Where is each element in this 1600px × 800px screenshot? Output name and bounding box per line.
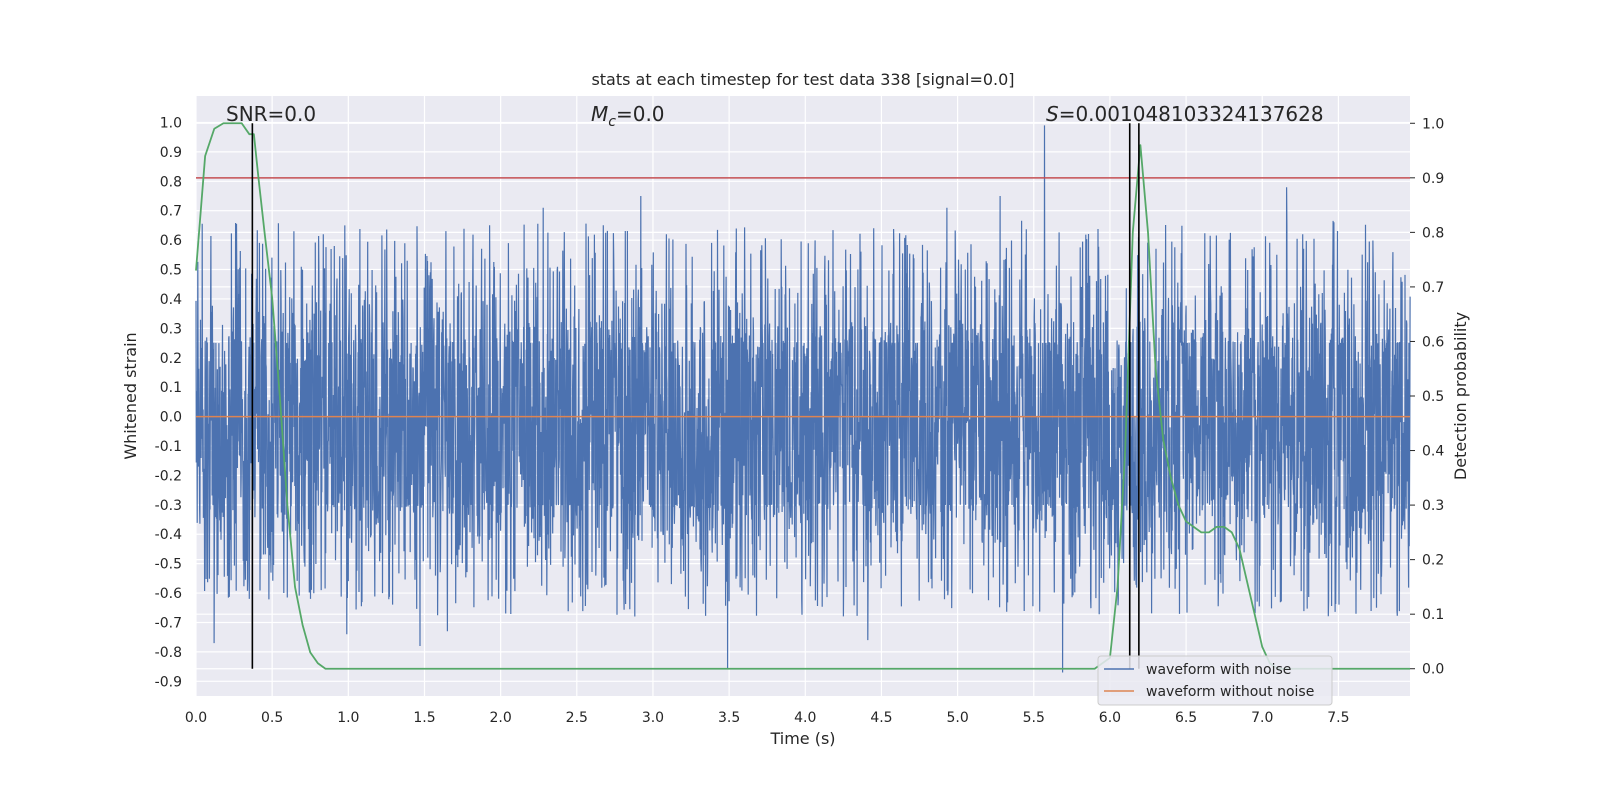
x-tick-label: 7.0 — [1251, 710, 1273, 726]
y-tick-label: 0.7 — [160, 204, 182, 220]
x-tick-label: 2.0 — [490, 710, 512, 726]
y-tick-label: 0.0 — [160, 410, 182, 426]
y2-tick-label: 0.0 — [1422, 662, 1444, 678]
x-tick-label: 0.0 — [185, 710, 207, 726]
legend-label-noise: waveform with noise — [1146, 662, 1291, 678]
chirp-mass-value: =0.0 — [616, 102, 665, 126]
x-tick-label: 5.0 — [946, 710, 968, 726]
snr-annotation: SNR=0.0 — [226, 102, 316, 126]
s-value: =0.001048103324137628 — [1059, 102, 1324, 126]
y2-tick-label: 0.6 — [1422, 334, 1444, 350]
y-tick-label: -0.8 — [155, 645, 182, 661]
x-tick-label: 6.5 — [1175, 710, 1197, 726]
y-tick-label: 0.4 — [160, 292, 182, 308]
x-tick-label: 3.5 — [718, 710, 740, 726]
series-waveform-with-noise — [195, 125, 1411, 673]
legend: waveform with noise waveform without noi… — [1097, 655, 1333, 706]
y-axis-left: 1.0 0.9 0.8 0.7 0.6 0.5 0.4 0.3 0.2 0.1 0.0 -0.1 -0.… — [155, 115, 182, 690]
x-axis: 0.0 0.5 1.0 1.5 2.0 2.5 3.0 3.5 4.0 4.5 5.0 5.5 6.0 6… — [185, 710, 1350, 726]
chart-title: stats at each timestep for test data 338… — [591, 70, 1014, 89]
y-tick-label: -0.3 — [155, 498, 182, 514]
legend-label-clean: waveform without noise — [1146, 684, 1314, 700]
y-tick-label: -0.6 — [155, 586, 182, 602]
x-tick-label: 7.5 — [1327, 710, 1349, 726]
y-tick-label: -0.1 — [155, 439, 182, 455]
y-axis-right: 1.0 0.9 0.8 0.7 0.6 0.5 0.4 0.3 0.2 0.1 0.0 — [1410, 116, 1444, 678]
y2-tick-label: 0.9 — [1422, 171, 1444, 187]
x-tick-label: 3.0 — [642, 710, 664, 726]
y2-axis-label: Detection probability — [1451, 312, 1470, 480]
s-annotation: S=0.001048103324137628 — [1046, 102, 1324, 126]
y2-tick-label: 0.7 — [1422, 280, 1444, 296]
x-tick-label: 2.5 — [566, 710, 588, 726]
y-tick-label: 0.5 — [160, 263, 182, 279]
y2-tick-label: 0.1 — [1422, 607, 1444, 623]
x-tick-label: 1.5 — [413, 710, 435, 726]
y-tick-label: -0.4 — [155, 527, 182, 543]
legend-box — [1097, 655, 1333, 706]
y-tick-label: 0.8 — [160, 174, 182, 190]
y-tick-label: 0.3 — [160, 321, 182, 337]
y-tick-label: 0.2 — [160, 351, 182, 367]
chirp-mass-subscript: c — [608, 114, 616, 130]
x-tick-label: 6.0 — [1099, 710, 1121, 726]
y-tick-label: 0.1 — [160, 380, 182, 396]
y2-tick-label: 0.8 — [1422, 225, 1444, 241]
y-axis-label: Whitened strain — [121, 332, 140, 459]
y2-tick-label: 0.3 — [1422, 498, 1444, 514]
y2-tick-label: 1.0 — [1422, 116, 1444, 132]
x-tick-label: 5.5 — [1023, 710, 1045, 726]
y-tick-label: -0.5 — [155, 557, 182, 573]
y-tick-label: 0.9 — [160, 145, 182, 161]
x-axis-label: Time (s) — [769, 729, 835, 748]
y2-tick-label: 0.2 — [1422, 553, 1444, 569]
s-symbol: S — [1046, 102, 1059, 126]
y-tick-label: -0.9 — [155, 674, 182, 690]
chirp-mass-annotation: Mc=0.0 — [591, 102, 665, 130]
y2-tick-label: 0.5 — [1422, 389, 1444, 405]
y-tick-label: -0.2 — [155, 468, 182, 484]
x-tick-label: 4.5 — [870, 710, 892, 726]
y-tick-label: 1.0 — [160, 115, 182, 131]
x-tick-label: 1.0 — [337, 710, 359, 726]
x-tick-label: 0.5 — [261, 710, 283, 726]
y-tick-label: 0.6 — [160, 233, 182, 249]
y2-tick-label: 0.4 — [1422, 444, 1444, 460]
chirp-mass-symbol: M — [591, 102, 608, 126]
y-tick-label: -0.7 — [155, 615, 182, 631]
x-tick-label: 4.0 — [794, 710, 816, 726]
